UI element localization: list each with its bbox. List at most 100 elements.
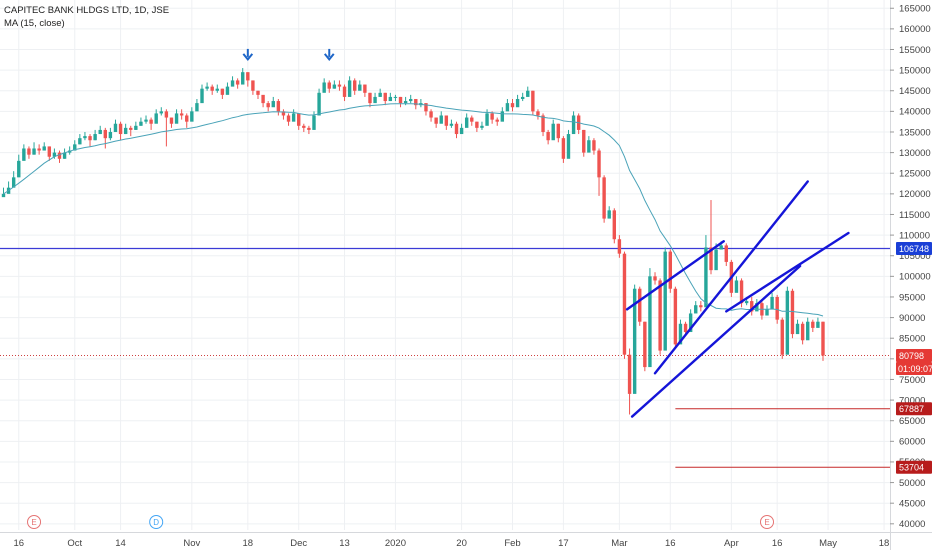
candle-down	[673, 288, 678, 345]
candle-down	[363, 84, 367, 93]
candle-down	[266, 103, 270, 108]
candle-up	[17, 160, 21, 178]
candle-up	[373, 96, 377, 104]
candle-down	[602, 177, 606, 219]
candle-up	[663, 251, 667, 351]
ma-line	[3, 103, 824, 317]
level-tag-67887[interactable]: 67887	[896, 402, 932, 416]
tag-text: 67887	[899, 404, 924, 414]
countdown-box	[896, 362, 932, 376]
trend-line[interactable]	[653, 180, 809, 375]
x-tick-label: 18	[243, 538, 254, 549]
candle-up	[607, 210, 611, 219]
candle-down	[811, 321, 815, 328]
candle-up	[806, 321, 810, 341]
candle-up	[480, 125, 484, 128]
level-tag-106748[interactable]: 106748	[896, 242, 932, 256]
candle-up	[190, 111, 194, 122]
candle-down	[531, 90, 535, 112]
candle-down	[220, 88, 225, 95]
event-circle[interactable]	[27, 515, 42, 529]
x-tick-label: 16	[665, 538, 676, 549]
level-tag-80798[interactable]: 80798	[896, 349, 932, 363]
y-tick-label: 150000	[899, 65, 931, 76]
candle-up	[515, 98, 520, 108]
y-tick-label: 110000	[899, 230, 930, 241]
tag-box	[896, 349, 932, 363]
level-tag-53704[interactable]: 53704	[896, 460, 932, 474]
candle-down	[302, 125, 306, 128]
candle-down	[470, 117, 474, 122]
y-tick-label: 155000	[899, 45, 931, 56]
candlesticks	[1, 68, 825, 415]
candle-down	[276, 101, 281, 112]
x-tick-label: 14	[115, 538, 126, 549]
candle-up	[134, 125, 138, 130]
trend-line[interactable]	[625, 240, 725, 311]
trend-line[interactable]	[725, 231, 850, 313]
y-tick-label: 145000	[899, 86, 931, 97]
candle-up	[464, 117, 469, 128]
y-tick-label: 120000	[899, 189, 931, 200]
candle-up	[271, 101, 275, 108]
candle-down	[658, 280, 662, 351]
candle-up	[704, 247, 708, 308]
candle-down	[739, 280, 744, 304]
candle-up	[332, 84, 337, 89]
candle-down	[169, 117, 174, 124]
candle-down	[337, 84, 342, 87]
candle-up	[154, 113, 158, 124]
candle-down	[414, 98, 418, 106]
candle-up	[347, 80, 352, 97]
candle-down	[546, 131, 550, 141]
candle-down	[643, 321, 647, 368]
candle-up	[755, 303, 759, 312]
candle-up	[378, 92, 382, 97]
event-circle[interactable]	[760, 515, 774, 529]
x-tick-label: Apr	[724, 538, 739, 549]
event-badge-E[interactable]: E	[27, 515, 42, 529]
candle-up	[144, 119, 148, 122]
candle-down	[235, 80, 240, 85]
y-tick-label: 90000	[899, 313, 925, 324]
candle-up	[73, 144, 77, 151]
horizontal-levels	[0, 247, 890, 468]
candle-down	[541, 115, 545, 132]
candle-up	[241, 72, 245, 85]
candle-down	[27, 148, 31, 155]
x-tick-label: Nov	[183, 538, 200, 549]
candle-down	[103, 129, 107, 139]
candle-up	[83, 136, 87, 139]
candle-down	[256, 90, 260, 95]
x-tick-label: Mar	[611, 538, 627, 549]
y-tick-label: 95000	[899, 292, 925, 303]
trend-line[interactable]	[630, 264, 802, 418]
candle-down	[327, 82, 331, 89]
candle-down	[622, 253, 627, 355]
x-tick-label: 18	[879, 538, 890, 549]
candle-down	[434, 117, 438, 124]
candle-down	[724, 245, 728, 262]
x-tick-label: Feb	[504, 538, 520, 549]
candle-up	[571, 115, 576, 135]
event-circle[interactable]	[149, 515, 164, 529]
candle-up	[500, 111, 505, 122]
event-badge-D[interactable]: D	[149, 515, 164, 529]
y-tick-label: 75000	[899, 375, 925, 386]
event-badge-E[interactable]: E	[760, 515, 774, 529]
candle-up	[123, 127, 128, 135]
candle-up	[694, 305, 698, 314]
candle-up	[566, 134, 571, 159]
candle-down	[561, 138, 566, 159]
candle-down	[821, 321, 825, 356]
trend-lines[interactable]	[625, 180, 850, 418]
candle-down	[582, 129, 586, 153]
arrow-head	[323, 53, 335, 61]
candle-down	[709, 247, 713, 271]
candle-down	[47, 146, 52, 157]
tag-text: 80798	[899, 351, 924, 361]
candle-down	[597, 150, 601, 178]
